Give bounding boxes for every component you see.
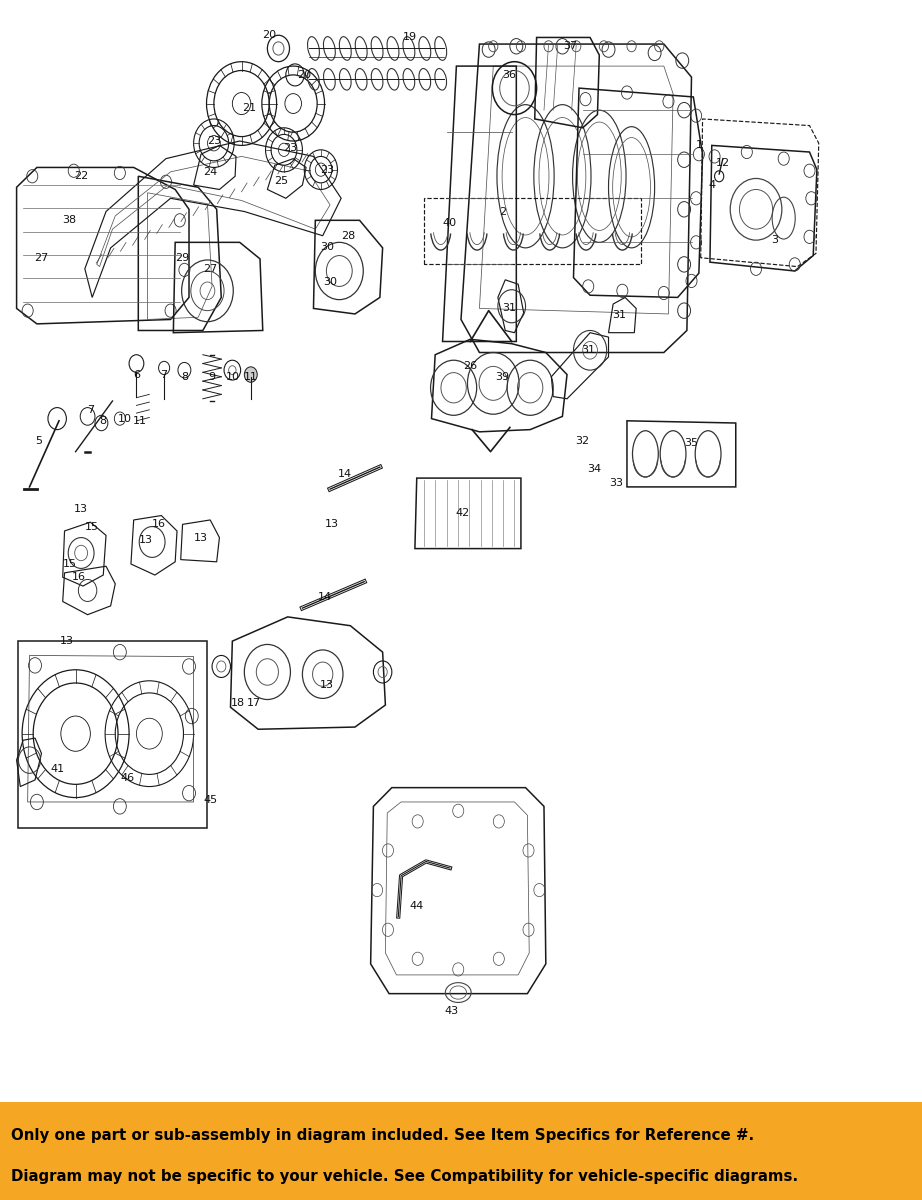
Text: 18: 18 <box>230 698 245 708</box>
Text: 9: 9 <box>208 372 216 382</box>
Text: Diagram may not be specific to your vehicle. See Compatibility for vehicle-speci: Diagram may not be specific to your vehi… <box>11 1169 798 1184</box>
Text: 5: 5 <box>35 436 42 445</box>
Text: 31: 31 <box>581 346 596 355</box>
Text: 16: 16 <box>151 520 166 529</box>
Text: 20: 20 <box>262 30 277 41</box>
Text: 31: 31 <box>502 304 516 313</box>
Text: 35: 35 <box>684 438 699 448</box>
Text: 3: 3 <box>771 235 778 245</box>
Text: 12: 12 <box>715 158 730 168</box>
Text: 22: 22 <box>74 172 89 181</box>
Text: 7: 7 <box>160 370 168 379</box>
Text: 44: 44 <box>409 900 424 911</box>
Text: 38: 38 <box>62 215 77 226</box>
Text: 43: 43 <box>444 1007 459 1016</box>
Text: 10: 10 <box>225 372 240 382</box>
Text: 23: 23 <box>283 143 298 152</box>
Text: 6: 6 <box>133 370 140 379</box>
Text: 28: 28 <box>341 230 356 241</box>
Text: 13: 13 <box>74 504 89 514</box>
Text: 32: 32 <box>575 436 590 445</box>
Text: 36: 36 <box>502 70 516 80</box>
Text: 24: 24 <box>203 167 218 176</box>
Text: 17: 17 <box>246 698 261 708</box>
Text: 7: 7 <box>87 404 94 415</box>
Text: 10: 10 <box>117 414 132 424</box>
Text: 4: 4 <box>708 180 715 190</box>
Text: 13: 13 <box>138 535 153 545</box>
Text: 25: 25 <box>274 175 289 186</box>
Text: 21: 21 <box>242 103 256 113</box>
Text: 2: 2 <box>499 206 506 216</box>
Text: 23: 23 <box>320 164 335 175</box>
Text: 26: 26 <box>463 361 478 371</box>
Text: 20: 20 <box>297 70 312 80</box>
Text: 40: 40 <box>443 217 457 228</box>
Text: 13: 13 <box>59 636 74 646</box>
Text: 14: 14 <box>337 469 352 479</box>
Text: 41: 41 <box>50 764 65 774</box>
Text: 33: 33 <box>609 478 623 487</box>
Text: 34: 34 <box>587 464 602 474</box>
Text: 1: 1 <box>695 140 703 150</box>
Text: 29: 29 <box>175 253 190 263</box>
Text: 15: 15 <box>85 522 100 532</box>
Text: 8: 8 <box>181 372 188 382</box>
Text: 42: 42 <box>455 509 470 518</box>
Text: 8: 8 <box>100 416 107 426</box>
Text: 13: 13 <box>320 680 335 690</box>
Text: 19: 19 <box>403 32 418 42</box>
Text: 11: 11 <box>243 372 258 382</box>
Text: 30: 30 <box>323 277 337 287</box>
Text: 13: 13 <box>325 520 339 529</box>
Text: 39: 39 <box>495 372 510 382</box>
Text: 23: 23 <box>207 136 221 146</box>
Circle shape <box>244 367 257 383</box>
Text: Only one part or sub-assembly in diagram included. See Item Specifics for Refere: Only one part or sub-assembly in diagram… <box>11 1128 754 1142</box>
Text: 11: 11 <box>133 416 148 426</box>
Text: 16: 16 <box>72 572 87 582</box>
Text: 30: 30 <box>320 241 335 252</box>
Text: 45: 45 <box>203 794 218 805</box>
Text: 27: 27 <box>203 264 218 274</box>
Text: 13: 13 <box>194 533 208 542</box>
Text: 37: 37 <box>562 41 577 52</box>
Text: 15: 15 <box>63 559 77 569</box>
Text: 46: 46 <box>120 773 135 782</box>
Text: 31: 31 <box>612 310 627 320</box>
Text: 14: 14 <box>317 592 332 602</box>
Text: 27: 27 <box>34 253 49 263</box>
